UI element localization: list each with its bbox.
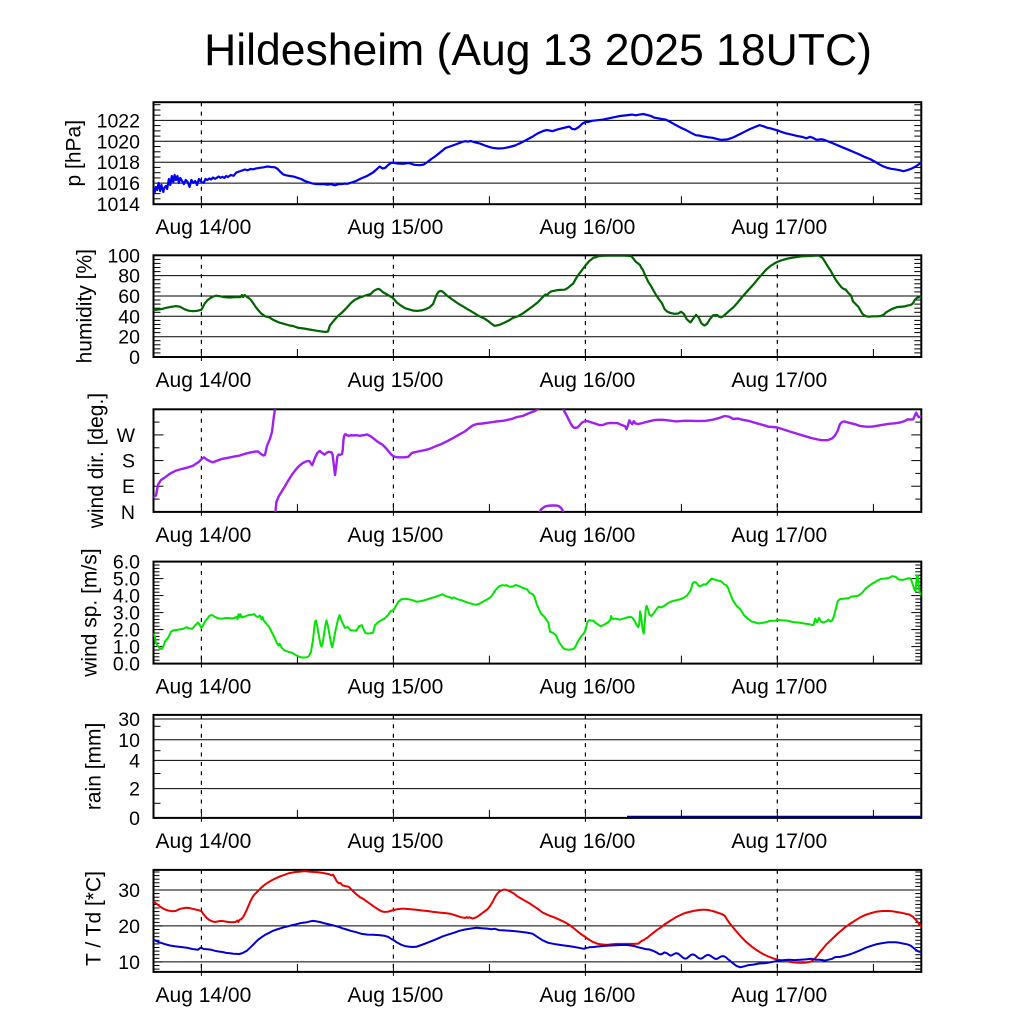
svg-text:30: 30 [118, 880, 140, 902]
svg-text:20: 20 [118, 916, 140, 938]
svg-text:Aug 15/00: Aug 15/00 [348, 369, 444, 392]
svg-text:Aug 14/00: Aug 14/00 [156, 676, 252, 699]
svg-text:wind sp. [m/s]: wind sp. [m/s] [79, 548, 102, 677]
svg-text:Aug 15/00: Aug 15/00 [348, 984, 444, 1007]
svg-text:1020: 1020 [97, 131, 141, 153]
svg-text:2: 2 [129, 779, 140, 801]
svg-text:10: 10 [118, 952, 140, 974]
svg-text:2.0: 2.0 [113, 620, 140, 642]
svg-text:1014: 1014 [97, 194, 141, 216]
svg-text:Aug 17/00: Aug 17/00 [731, 369, 827, 392]
svg-text:Aug 14/00: Aug 14/00 [156, 369, 252, 392]
svg-text:30: 30 [118, 709, 140, 731]
svg-text:0: 0 [129, 347, 140, 369]
svg-text:Aug 14/00: Aug 14/00 [156, 830, 252, 853]
svg-text:Aug 15/00: Aug 15/00 [348, 216, 444, 239]
svg-text:1022: 1022 [97, 110, 140, 132]
svg-text:Aug 17/00: Aug 17/00 [731, 216, 827, 239]
svg-text:T / Td [*C]: T / Td [*C] [83, 871, 106, 966]
svg-text:rain [mm]: rain [mm] [83, 723, 106, 811]
svg-text:Aug 16/00: Aug 16/00 [540, 676, 636, 699]
svg-text:Aug 16/00: Aug 16/00 [540, 216, 636, 239]
svg-text:wind dir. [deg.]: wind dir. [deg.] [85, 393, 108, 529]
svg-text:40: 40 [118, 306, 140, 328]
svg-text:1018: 1018 [97, 152, 140, 174]
svg-text:10: 10 [118, 730, 140, 752]
svg-text:p [hPa]: p [hPa] [63, 120, 86, 187]
svg-text:5.0: 5.0 [113, 569, 140, 591]
svg-text:S: S [122, 451, 135, 473]
svg-text:W: W [117, 425, 136, 447]
svg-text:60: 60 [118, 286, 140, 308]
svg-text:Aug 14/00: Aug 14/00 [156, 984, 252, 1007]
svg-text:Aug 16/00: Aug 16/00 [540, 830, 636, 853]
svg-text:humidity [%]: humidity [%] [74, 249, 97, 363]
svg-text:Aug 14/00: Aug 14/00 [156, 216, 252, 239]
svg-text:Aug 15/00: Aug 15/00 [348, 830, 444, 853]
svg-text:80: 80 [118, 266, 140, 288]
svg-text:Aug 15/00: Aug 15/00 [348, 524, 444, 547]
svg-text:Aug 16/00: Aug 16/00 [540, 524, 636, 547]
svg-text:4.0: 4.0 [113, 586, 140, 608]
svg-text:Aug 16/00: Aug 16/00 [540, 369, 636, 392]
svg-text:0.0: 0.0 [113, 654, 140, 676]
svg-text:1016: 1016 [97, 173, 140, 195]
svg-text:Aug 17/00: Aug 17/00 [731, 830, 827, 853]
svg-text:3.0: 3.0 [113, 603, 140, 625]
svg-text:Aug 17/00: Aug 17/00 [731, 984, 827, 1007]
svg-text:N: N [121, 502, 135, 524]
svg-text:20: 20 [118, 327, 140, 349]
svg-text:6.0: 6.0 [113, 552, 140, 574]
svg-text:4: 4 [129, 750, 140, 772]
svg-text:E: E [122, 476, 135, 498]
svg-text:Aug 16/00: Aug 16/00 [540, 984, 636, 1007]
svg-text:100: 100 [107, 245, 140, 267]
svg-text:Aug 17/00: Aug 17/00 [731, 524, 827, 547]
svg-text:Aug 17/00: Aug 17/00 [731, 676, 827, 699]
svg-text:Hildesheim (Aug 13 2025 18UTC): Hildesheim (Aug 13 2025 18UTC) [204, 26, 872, 75]
svg-text:1.0: 1.0 [113, 637, 140, 659]
svg-text:Aug 14/00: Aug 14/00 [156, 524, 252, 547]
svg-text:Aug 15/00: Aug 15/00 [348, 676, 444, 699]
svg-text:0: 0 [129, 808, 140, 830]
